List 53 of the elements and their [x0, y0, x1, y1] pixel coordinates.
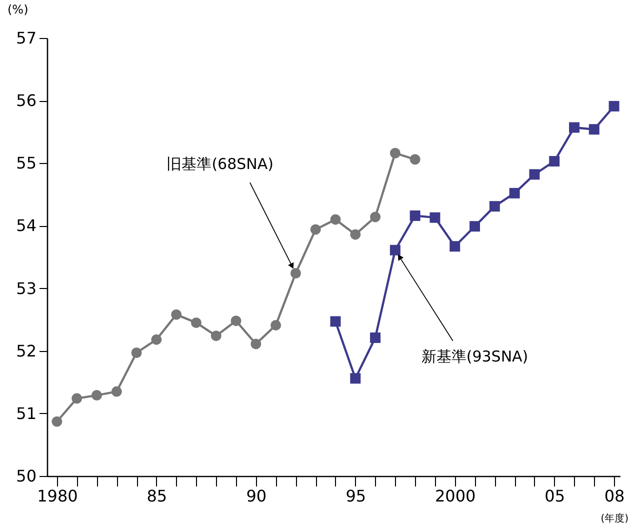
point: [330, 316, 341, 327]
point: [310, 224, 321, 235]
point: [171, 309, 182, 320]
y-tick-label: 50: [16, 466, 36, 486]
annotation: 旧基準(68SNA): [166, 154, 274, 173]
point: [410, 210, 420, 221]
x-tick-label: 85: [146, 486, 168, 506]
x-axis-title: (年度): [600, 512, 629, 524]
point: [370, 332, 381, 343]
point: [230, 316, 242, 326]
point: [250, 338, 262, 350]
point: [72, 393, 82, 404]
x-tick-label: 2000: [435, 486, 476, 506]
point: [450, 241, 460, 252]
point: [151, 334, 162, 345]
point: [489, 201, 500, 212]
y-axis-title: (%): [8, 2, 28, 16]
y-tick-label: 54: [16, 216, 36, 236]
point: [410, 154, 420, 165]
point: [350, 229, 361, 240]
y-tick-label: 51: [16, 404, 36, 423]
point: [111, 386, 122, 397]
x-tick-label: 1980: [37, 486, 78, 506]
annotation: 新基準(93SNA): [421, 347, 528, 366]
point: [509, 188, 520, 198]
y-tick-label: 53: [16, 278, 36, 298]
y-tick-label: 52: [16, 341, 36, 360]
point: [210, 330, 222, 342]
x-tick-label: 90: [246, 486, 267, 506]
point: [350, 373, 361, 384]
point: [568, 122, 580, 133]
point: [390, 244, 400, 256]
point: [190, 317, 202, 328]
point: [91, 390, 102, 401]
point: [529, 169, 540, 180]
y-tick-label: 57: [16, 28, 36, 48]
point: [290, 268, 301, 278]
y-tick-label: 55: [16, 154, 36, 173]
x-tick-label: 95: [346, 486, 366, 506]
point: [608, 100, 620, 112]
point: [390, 148, 400, 158]
y-tick-label: 56: [16, 91, 36, 110]
x-tick-label: 08: [604, 486, 625, 506]
point: [270, 320, 282, 330]
x-tick-label: 05: [544, 486, 566, 506]
point: [330, 214, 341, 225]
point: [430, 212, 440, 223]
point: [588, 124, 600, 135]
point: [370, 212, 381, 222]
point: [470, 221, 480, 232]
point: [549, 156, 560, 167]
point: [52, 416, 62, 427]
point: [131, 348, 142, 358]
